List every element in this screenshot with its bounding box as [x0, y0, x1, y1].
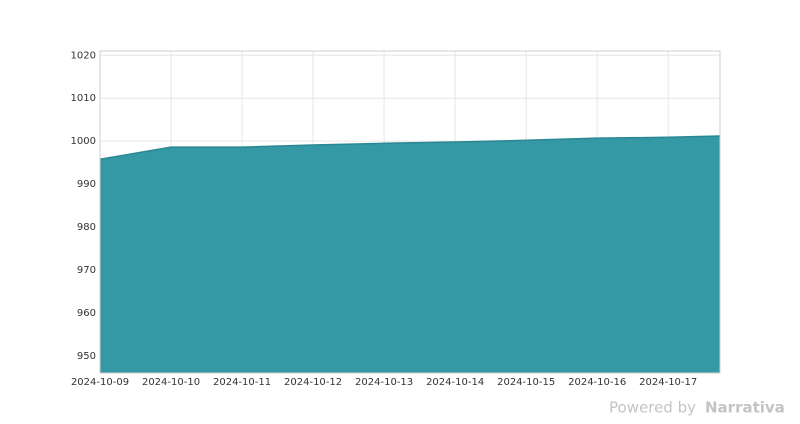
y-tick-label: 970 — [77, 265, 96, 276]
x-tick-label: 2024-10-10 — [142, 377, 200, 388]
plot-border — [99, 50, 721, 374]
x-tick-label: 2024-10-09 — [71, 377, 129, 388]
y-tick-label: 1010 — [71, 93, 96, 104]
brand: Narrativa — [705, 399, 785, 417]
x-tick-label: 2024-10-13 — [355, 377, 413, 388]
x-tick-label: 2024-10-16 — [568, 377, 626, 388]
area-line — [99, 135, 721, 160]
x-tick-label: 2024-10-17 — [639, 377, 697, 388]
y-tick-label: 950 — [77, 351, 96, 362]
y-tick-label: 1020 — [71, 50, 96, 61]
y-tick-label: 980 — [77, 222, 96, 233]
x-tick-label: 2024-10-11 — [213, 377, 271, 388]
y-tick-label: 960 — [77, 308, 96, 319]
powered-by: Powered by — [609, 399, 696, 417]
y-tick-label: 1000 — [71, 136, 96, 147]
x-tick-label: 2024-10-15 — [497, 377, 555, 388]
y-tick-label: 990 — [77, 179, 96, 190]
x-tick-label: 2024-10-14 — [426, 377, 484, 388]
area-fill — [100, 136, 720, 373]
x-tick-label: 2024-10-12 — [284, 377, 342, 388]
